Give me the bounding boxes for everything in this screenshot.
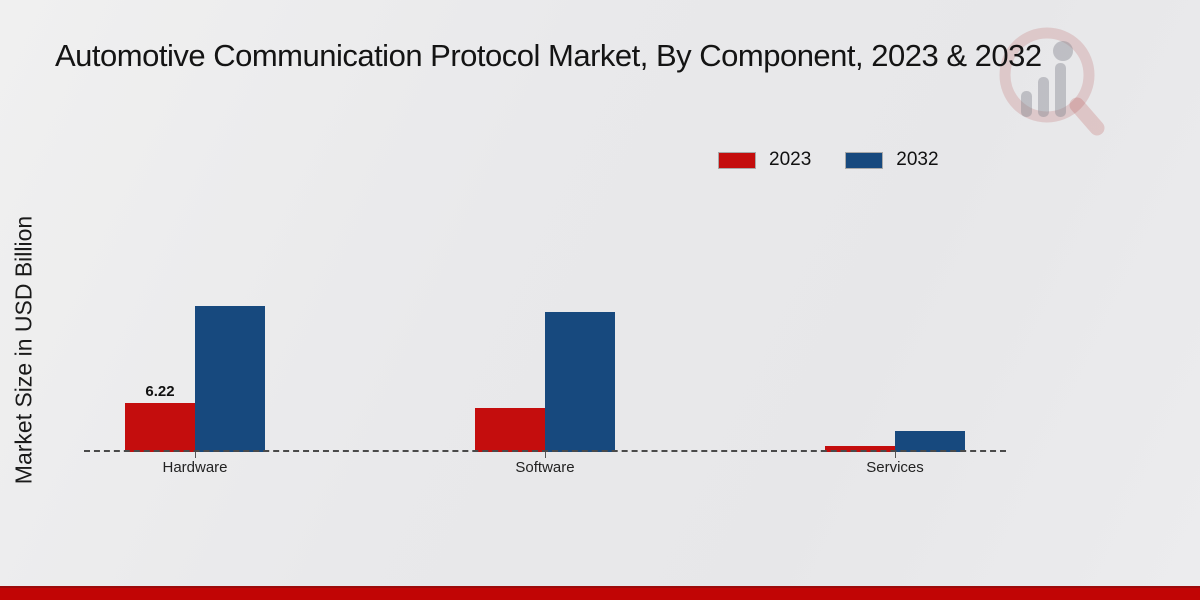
bar-services-2032 bbox=[895, 430, 965, 452]
bar-hardware-2032 bbox=[195, 306, 265, 452]
legend-swatch-2032 bbox=[845, 151, 884, 169]
legend-label-2032: 2032 bbox=[896, 149, 939, 170]
bar-software-2032 bbox=[545, 311, 615, 452]
category-label-hardware: Hardware bbox=[162, 459, 228, 476]
category-label-services: Services bbox=[866, 459, 924, 476]
x-tick-hardware bbox=[195, 452, 196, 458]
legend-label-2023: 2023 bbox=[769, 149, 812, 170]
bar-hardware-2023 bbox=[125, 403, 195, 452]
magnifier-bar-chart-logo-icon bbox=[985, 15, 1115, 145]
bar-value-label-hardware-2023: 6.22 bbox=[145, 383, 175, 400]
category-label-software: Software bbox=[515, 459, 575, 476]
legend-swatch-2023 bbox=[718, 151, 756, 169]
chart-title: Automotive Communication Protocol Market… bbox=[55, 38, 1042, 73]
bar-software-2023 bbox=[475, 407, 545, 452]
x-tick-software bbox=[545, 452, 546, 458]
footer-red-band bbox=[0, 586, 1200, 600]
x-axis-line bbox=[84, 450, 1006, 452]
legend: 2023 2032 bbox=[718, 149, 939, 171]
bar-services-2023 bbox=[825, 446, 895, 452]
x-tick-services bbox=[895, 452, 896, 458]
